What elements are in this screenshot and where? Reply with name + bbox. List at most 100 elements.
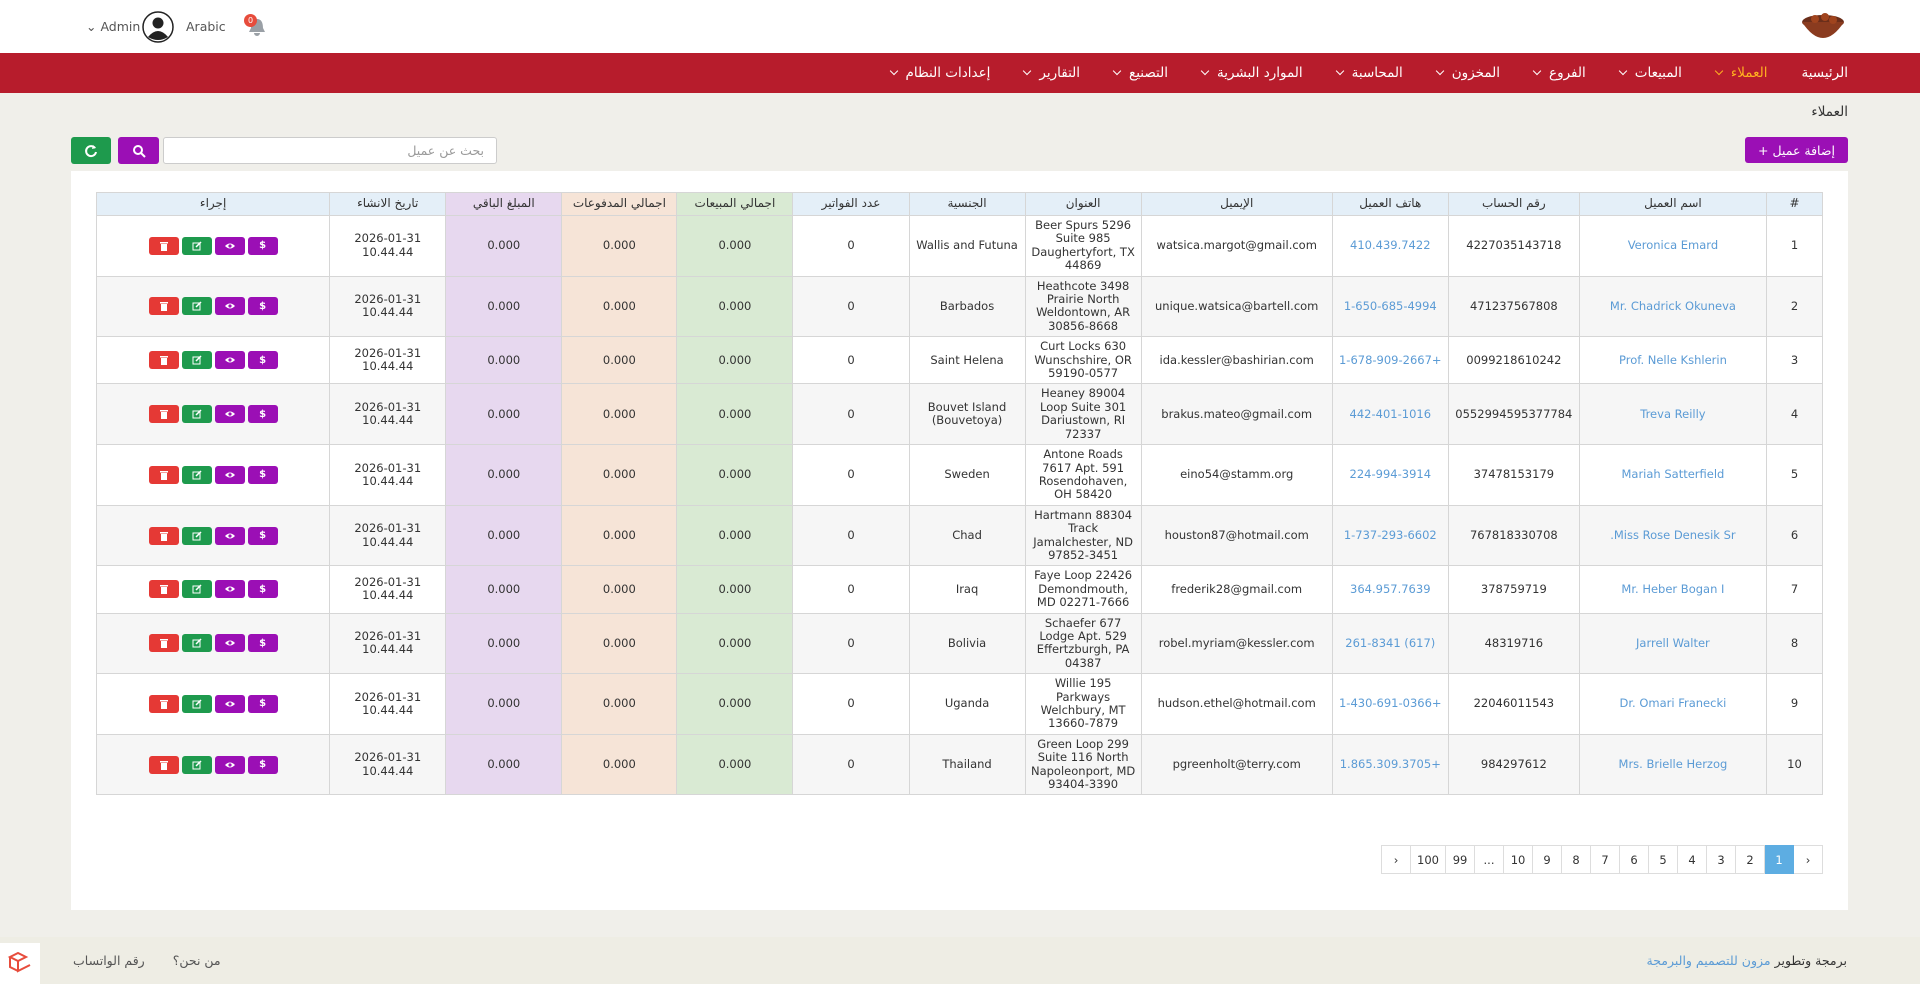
nav-item[interactable]: العملاء xyxy=(1716,65,1768,81)
edit-button[interactable] xyxy=(181,526,212,545)
pay-button[interactable]: $ xyxy=(247,405,278,424)
page-link[interactable]: 1 xyxy=(1764,845,1794,874)
delete-button[interactable] xyxy=(148,526,179,545)
page-link[interactable]: 99 xyxy=(1445,845,1475,874)
page-link[interactable]: 100 xyxy=(1410,845,1446,874)
table-cell: watsica.margot@gmail.com xyxy=(1140,215,1333,277)
table-cell[interactable]: 442-401-1016 xyxy=(1331,383,1449,446)
language-switch[interactable]: Arabic xyxy=(186,19,226,34)
view-button[interactable] xyxy=(214,634,245,653)
footer-link[interactable]: رقم الواتساب xyxy=(73,953,145,968)
search-button[interactable] xyxy=(118,137,159,164)
edit-button[interactable] xyxy=(181,695,212,713)
delete-button[interactable] xyxy=(148,755,179,774)
delete-button[interactable] xyxy=(148,580,179,599)
pay-button[interactable]: $ xyxy=(247,580,278,599)
pay-button[interactable]: $ xyxy=(247,465,278,484)
refresh-button[interactable] xyxy=(71,137,111,164)
table-cell: 0 xyxy=(792,336,910,385)
table-cell[interactable]: Dr. Omari Franecki xyxy=(1578,673,1767,735)
footer-link[interactable]: من نحن؟ xyxy=(172,953,221,968)
edit-button[interactable] xyxy=(181,634,212,653)
view-button[interactable] xyxy=(214,695,245,713)
nav-item[interactable]: المحاسبة xyxy=(1337,65,1403,81)
edit-button[interactable] xyxy=(181,580,212,599)
table-row: 8 Jarrell Walter 48319716 (617) 261-8341 rob… xyxy=(95,612,1824,675)
pay-button[interactable]: $ xyxy=(247,351,278,370)
table-cell[interactable]: 1-737-293-6602 xyxy=(1331,504,1449,567)
table-cell[interactable]: 410.439.7422 xyxy=(1331,215,1449,277)
table-cell[interactable]: Mrs. Brielle Herzog xyxy=(1578,733,1767,796)
table-cell[interactable]: +1-430-691-0366 xyxy=(1331,673,1449,735)
view-button[interactable] xyxy=(214,580,245,599)
table-cell[interactable]: +1-678-909-2667 xyxy=(1331,336,1449,385)
page-link[interactable]: 2 xyxy=(1735,845,1765,874)
table-cell[interactable]: 1-650-685-4994 xyxy=(1331,275,1449,338)
nav-item[interactable]: التقارير xyxy=(1024,65,1080,81)
delete-button[interactable] xyxy=(148,695,179,713)
edit-button[interactable] xyxy=(181,465,212,484)
pay-button[interactable]: $ xyxy=(247,695,278,713)
nav-item[interactable]: إعدادات النظام xyxy=(891,65,991,81)
page-link[interactable]: 9 xyxy=(1532,845,1562,874)
edit-button[interactable] xyxy=(181,405,212,424)
pay-button[interactable]: $ xyxy=(247,634,278,653)
view-button[interactable] xyxy=(214,297,245,316)
table-cell[interactable]: (617) 261-8341 xyxy=(1331,612,1449,675)
page-link[interactable]: 8 xyxy=(1561,845,1591,874)
table-cell[interactable]: Prof. Nelle Kshlerin xyxy=(1578,336,1767,385)
nav-item[interactable]: الموارد البشرية xyxy=(1202,65,1303,81)
delete-button[interactable] xyxy=(148,297,179,316)
table-cell[interactable]: Miss Rose Denesik Sr. xyxy=(1578,504,1767,567)
table-cell[interactable]: Mariah Satterfield xyxy=(1578,444,1767,506)
nav-item[interactable]: المخزون xyxy=(1437,65,1500,81)
add-customer-button[interactable]: + إضافة عميل xyxy=(1745,137,1848,163)
page-link[interactable]: 4 xyxy=(1677,845,1707,874)
delete-button[interactable] xyxy=(148,351,179,370)
delete-button[interactable] xyxy=(148,236,179,255)
table-cell[interactable]: Mr. Heber Bogan I xyxy=(1578,565,1767,614)
delete-button[interactable] xyxy=(148,405,179,424)
edit-button[interactable] xyxy=(181,351,212,370)
nav-item[interactable]: الرئيسية xyxy=(1801,65,1849,81)
view-button[interactable] xyxy=(214,351,245,370)
avatar[interactable] xyxy=(142,11,174,43)
nav-item[interactable]: الفروع xyxy=(1534,65,1586,81)
table-cell[interactable]: Veronica Emard xyxy=(1578,215,1767,277)
pay-button[interactable]: $ xyxy=(247,297,278,316)
page-link[interactable]: 10 xyxy=(1503,845,1533,874)
view-button[interactable] xyxy=(214,755,245,774)
table-cell: 4227035143718 xyxy=(1447,215,1580,277)
edit-button[interactable] xyxy=(181,297,212,316)
table-cell[interactable]: 224-994-3914 xyxy=(1331,444,1449,506)
pay-button[interactable]: $ xyxy=(247,526,278,545)
view-button[interactable] xyxy=(214,405,245,424)
page-link[interactable]: ‹ xyxy=(1381,845,1412,874)
view-button[interactable] xyxy=(214,465,245,484)
view-button[interactable] xyxy=(214,236,245,255)
pay-button[interactable]: $ xyxy=(247,236,278,255)
user-menu[interactable]: ⌄ Admin xyxy=(86,19,141,34)
pay-button[interactable]: $ xyxy=(247,755,278,774)
table-cell[interactable]: 364.957.7639 xyxy=(1331,565,1449,614)
delete-button[interactable] xyxy=(148,634,179,653)
view-button[interactable] xyxy=(214,526,245,545)
page-link[interactable]: ... xyxy=(1474,845,1504,874)
nav-item[interactable]: التصنيع xyxy=(1114,65,1168,81)
page-link[interactable]: 5 xyxy=(1648,845,1678,874)
search-input[interactable]: بحث عن عميل xyxy=(163,137,497,164)
nav-item[interactable]: المبيعات xyxy=(1620,65,1682,81)
page-link[interactable]: 6 xyxy=(1619,845,1649,874)
page-link[interactable]: ‹ xyxy=(1793,845,1823,874)
page-link[interactable]: 3 xyxy=(1706,845,1736,874)
credit-link[interactable]: مزون للتصميم والبرمجة xyxy=(1646,953,1771,968)
edit-button[interactable] xyxy=(181,236,212,255)
table-cell[interactable]: Treva Reilly xyxy=(1578,383,1767,446)
table-cell: 2026-01-31 10.44.44 xyxy=(329,733,447,796)
table-cell[interactable]: +1.865.309.3705 xyxy=(1331,733,1449,796)
table-cell[interactable]: Jarrell Walter xyxy=(1578,612,1767,675)
edit-button[interactable] xyxy=(181,755,212,774)
table-cell[interactable]: Mr. Chadrick Okuneva xyxy=(1578,275,1767,338)
page-link[interactable]: 7 xyxy=(1590,845,1620,874)
delete-button[interactable] xyxy=(148,465,179,484)
